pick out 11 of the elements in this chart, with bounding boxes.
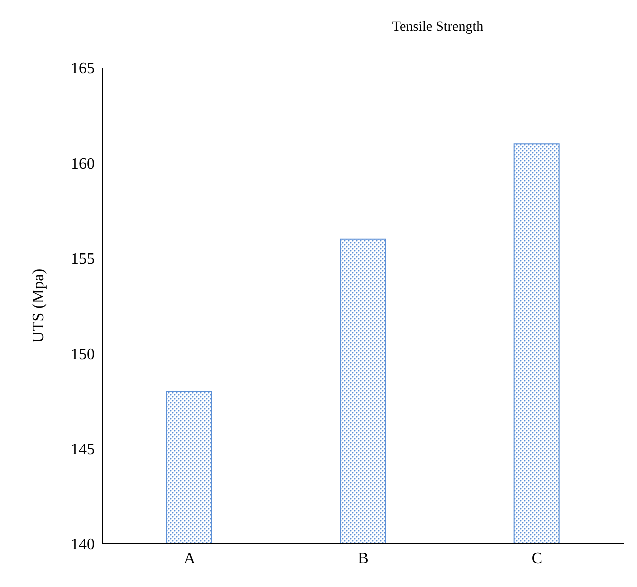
y-tick-label: 150 [71, 346, 95, 364]
x-tick-label: C [532, 550, 543, 568]
y-tick-label: 165 [71, 60, 95, 78]
x-tick-label: B [358, 550, 369, 568]
y-tick-label: 155 [71, 251, 95, 268]
y-tick-label: 160 [71, 156, 95, 173]
y-tick-label: 140 [71, 536, 95, 554]
y-tick-label: 145 [71, 441, 95, 458]
chart-title: Tensile Strength [391, 20, 485, 36]
y-axis-title: UTS (Mpa) [30, 268, 48, 344]
x-tick-label: A [184, 550, 196, 568]
